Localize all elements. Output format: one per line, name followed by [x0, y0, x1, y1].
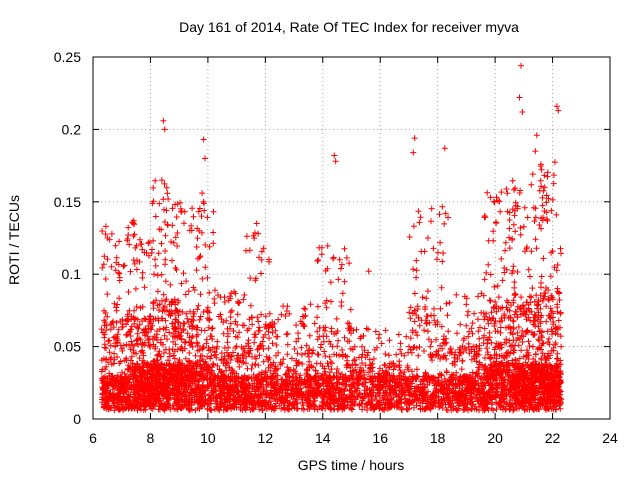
x-tick-label: 14 [315, 430, 331, 446]
x-tick-label: 24 [602, 430, 618, 446]
y-tick-label: 0.2 [62, 121, 82, 137]
x-tick-label: 16 [372, 430, 388, 446]
x-tick-label: 22 [545, 430, 561, 446]
grid [93, 57, 610, 419]
x-axis-label: GPS time / hours [298, 457, 405, 473]
x-tick-label: 20 [487, 430, 503, 446]
x-tick-label: 10 [200, 430, 216, 446]
y-tick-label: 0.25 [54, 49, 81, 65]
data-points [98, 62, 565, 414]
x-tick-label: 8 [147, 430, 155, 446]
roti-data-markers [98, 62, 565, 414]
chart-title: Day 161 of 2014, Rate Of TEC Index for r… [179, 19, 519, 35]
x-tick-label: 18 [430, 430, 446, 446]
y-tick-label: 0.15 [54, 194, 81, 210]
x-tick-label: 12 [258, 430, 274, 446]
axis-ticks: 6 8 10 12 14 16 18 20 22 24 0 0.05 0.1 0.15 0.2 0.25 [54, 49, 618, 446]
y-tick-label: 0 [73, 411, 81, 427]
x-tick-label: 6 [89, 430, 97, 446]
y-tick-label: 0.1 [62, 266, 82, 282]
plot-frame [92, 56, 611, 420]
y-tick-label: 0.05 [54, 339, 81, 355]
y-axis-label: ROTI / TECUs [6, 195, 22, 285]
